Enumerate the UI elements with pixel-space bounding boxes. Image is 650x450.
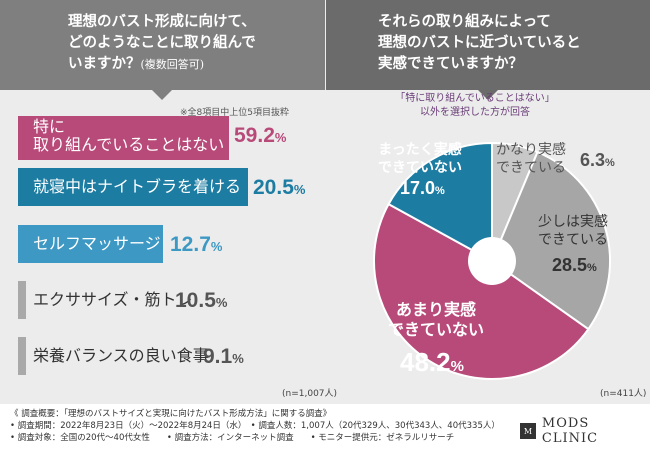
footer-line2: • 調査期間：2022年8月23日（火）～2022年8月24日（水） • 調査人…: [10, 421, 500, 431]
left-sample-size: (n=1,007人): [282, 389, 338, 399]
donut-hole: [468, 237, 516, 285]
pie-label-4: まったく実感 できていない: [378, 141, 462, 177]
bar-4-value-unit: %: [215, 295, 228, 310]
bar-4-value-number: 10.5: [175, 289, 216, 312]
bar-5: [18, 337, 26, 375]
pie-label-1: かなり実感 できている: [496, 141, 566, 177]
right-note-line1: 「特に取り組んでいることはない」: [395, 93, 555, 104]
bar-2-label: 就寝中はナイトブラを着ける: [33, 177, 242, 196]
bar-3-value-number: 12.7: [170, 233, 211, 256]
bar-4: [18, 281, 26, 319]
survey-overview: 《 調査概要：「理想のバストサイズと実現に向けたバスト形成方法」に関する調査》 …: [10, 408, 500, 444]
logo-mark: M: [520, 423, 536, 439]
footer-line3: • 調査対象：全国の20代～40代女性 • 調査方法：インターネット調査 • モ…: [10, 433, 455, 443]
pie-label-2-line1: 少しは実感: [538, 214, 608, 230]
left-question-line2: どのようなことに取り組んで: [68, 34, 256, 51]
right-note-line2: 以外を選択した方が回答: [420, 107, 530, 118]
pie-value-3: 48.2%: [400, 347, 464, 378]
bar-1-label-line1: 特に: [33, 117, 66, 136]
bar-3: [18, 225, 163, 263]
right-header-pointer: [478, 90, 498, 100]
pie-slice-2: [490, 150, 611, 331]
pie-value-2: 28.5%: [552, 255, 597, 276]
bar-1: [18, 116, 229, 160]
pie-value-2-number: 28.5: [552, 255, 588, 275]
logo-text: MODS CLINIC: [541, 416, 599, 446]
bar-2-value: 20.5%: [253, 176, 305, 200]
pie-value-3-number: 48.2: [400, 347, 451, 377]
bar-3-value-unit: %: [210, 239, 223, 254]
pie-label-3-line2: できていない: [388, 320, 485, 339]
left-question-line3: いますか？: [68, 55, 141, 72]
bar-5-value-unit: %: [232, 351, 244, 366]
bar-2: [18, 168, 248, 206]
pie-value-1-unit: %: [605, 157, 615, 169]
bar-5-label: 栄養バランスの良い食事: [33, 346, 209, 365]
left-question-text: 理想のバスト形成に向けて、 どのようなことに取り組んで いますか？(複数回答可): [68, 11, 256, 75]
pie-label-4-line2: できていない: [378, 160, 462, 176]
right-question-line3: 実感できていますか？: [378, 55, 523, 72]
left-question-sub: (複数回答可): [140, 58, 205, 71]
right-question-line1: それらの取り組みによって: [378, 13, 551, 30]
pie-value-1: 6.3%: [580, 150, 615, 171]
left-question-header: [0, 0, 325, 90]
mods-clinic-logo: M MODS CLINIC: [520, 416, 650, 446]
right-question-header: [326, 0, 650, 90]
bar-5-value-number: 9.1: [203, 345, 233, 368]
right-sample-size: (n=411人): [600, 389, 647, 399]
bar-1-value-number: 59.2: [234, 124, 275, 147]
right-question-text: それらの取り組みによって 理想のバストに近づいていると 実感できていますか？: [378, 11, 581, 74]
pie-label-3: あまり実感 できていない: [388, 300, 484, 340]
pie-value-4-unit: %: [435, 185, 445, 197]
left-header-pointer: [152, 90, 172, 100]
pie-label-1-line1: かなり実感: [496, 142, 566, 158]
pie-label-4-line1: まったく実感: [378, 142, 462, 158]
donut-chart: [373, 141, 611, 380]
bar-4-label: エクササイズ・筋トレ: [33, 290, 193, 309]
pie-value-3-unit: %: [450, 358, 464, 375]
pie-slice-4: [387, 141, 493, 263]
right-note: 「特に取り組んでいることはない」 以外を選択した方が回答: [350, 92, 600, 120]
left-question-line1: 理想のバスト形成に向けて、: [68, 13, 256, 30]
bar-5-value: 9.1%: [203, 345, 244, 369]
bar-1-label-line2: 取り組んでいることはない: [33, 135, 225, 154]
bar-1-label: 特に 取り組んでいることはない: [33, 118, 224, 154]
pie-label-3-line1: あまり実感: [396, 300, 477, 319]
pie-label-2: 少しは実感 できている: [538, 213, 608, 249]
bar-2-value-unit: %: [293, 182, 306, 197]
bar-4-value: 10.5%: [175, 289, 227, 313]
bar-3-value: 12.7%: [170, 233, 222, 257]
left-note: ※全8項目中上位5項目抜粋: [180, 108, 289, 118]
bar-2-value-number: 20.5: [253, 176, 294, 199]
pie-label-2-line2: できている: [538, 232, 608, 248]
pie-slice-3: [373, 202, 590, 380]
footer-line1: 《 調査概要：「理想のバストサイズと実現に向けたバスト形成方法」に関する調査》: [10, 409, 332, 419]
pie-label-1-line2: できている: [496, 160, 566, 176]
right-question-line2: 理想のバストに近づいていると: [378, 34, 581, 51]
pie-value-4-number: 17.0: [400, 178, 436, 198]
pie-value-4: 17.0%: [400, 178, 445, 199]
bar-1-value: 59.2%: [234, 124, 286, 148]
bar-3-label: セルフマッサージ: [33, 234, 161, 253]
pie-value-2-unit: %: [587, 262, 597, 274]
bar-1-value-unit: %: [274, 130, 287, 145]
pie-value-1-number: 6.3: [580, 150, 606, 170]
